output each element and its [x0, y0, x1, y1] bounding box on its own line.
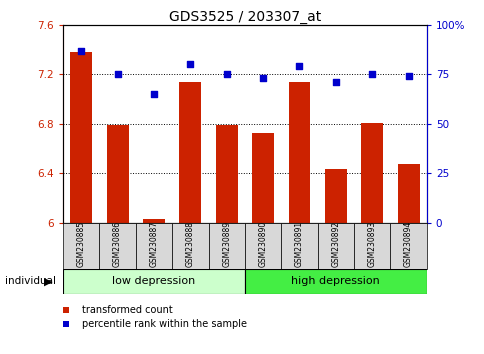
Point [150, 91, 157, 97]
Bar [143, 219, 165, 223]
Bar [136, 223, 172, 269]
Bar [244, 223, 281, 269]
Title: GDS3525 / 203307_at: GDS3525 / 203307_at [168, 10, 320, 24]
Point [77, 48, 85, 53]
Text: GSM230885: GSM230885 [76, 221, 86, 267]
Point [367, 72, 375, 77]
Text: high depression: high depression [291, 276, 379, 286]
Text: transformed count: transformed count [82, 305, 173, 315]
Bar [281, 223, 317, 269]
Point [113, 72, 121, 77]
Bar [215, 125, 237, 223]
Bar [252, 132, 273, 223]
Bar [353, 223, 390, 269]
Bar [172, 223, 208, 269]
Text: percentile rank within the sample: percentile rank within the sample [82, 319, 247, 329]
Text: low depression: low depression [112, 276, 195, 286]
Text: GSM230892: GSM230892 [331, 221, 340, 267]
Text: GSM230890: GSM230890 [258, 221, 267, 267]
Text: ▶: ▶ [44, 276, 53, 286]
Point [295, 64, 302, 69]
Bar [63, 269, 244, 294]
Bar [106, 125, 128, 223]
Bar [179, 82, 201, 223]
Bar [208, 223, 244, 269]
Bar [63, 223, 99, 269]
Point [404, 74, 411, 79]
Bar [288, 82, 310, 223]
Text: GSM230888: GSM230888 [185, 221, 195, 267]
Point [258, 75, 266, 81]
Bar [99, 223, 136, 269]
Text: GSM230894: GSM230894 [403, 221, 412, 267]
Text: GSM230893: GSM230893 [367, 221, 376, 267]
Point [186, 62, 194, 67]
Bar [324, 169, 346, 223]
Text: GSM230891: GSM230891 [294, 221, 303, 267]
Point [331, 79, 339, 85]
Bar [361, 123, 382, 223]
Point [222, 72, 230, 77]
Text: GSM230889: GSM230889 [222, 221, 231, 267]
Text: individual: individual [5, 276, 56, 286]
Bar [244, 269, 426, 294]
Text: GSM230886: GSM230886 [113, 221, 122, 267]
Bar [390, 223, 426, 269]
Bar [70, 52, 92, 223]
Bar [317, 223, 353, 269]
Text: GSM230887: GSM230887 [149, 221, 158, 267]
Bar [397, 164, 419, 223]
